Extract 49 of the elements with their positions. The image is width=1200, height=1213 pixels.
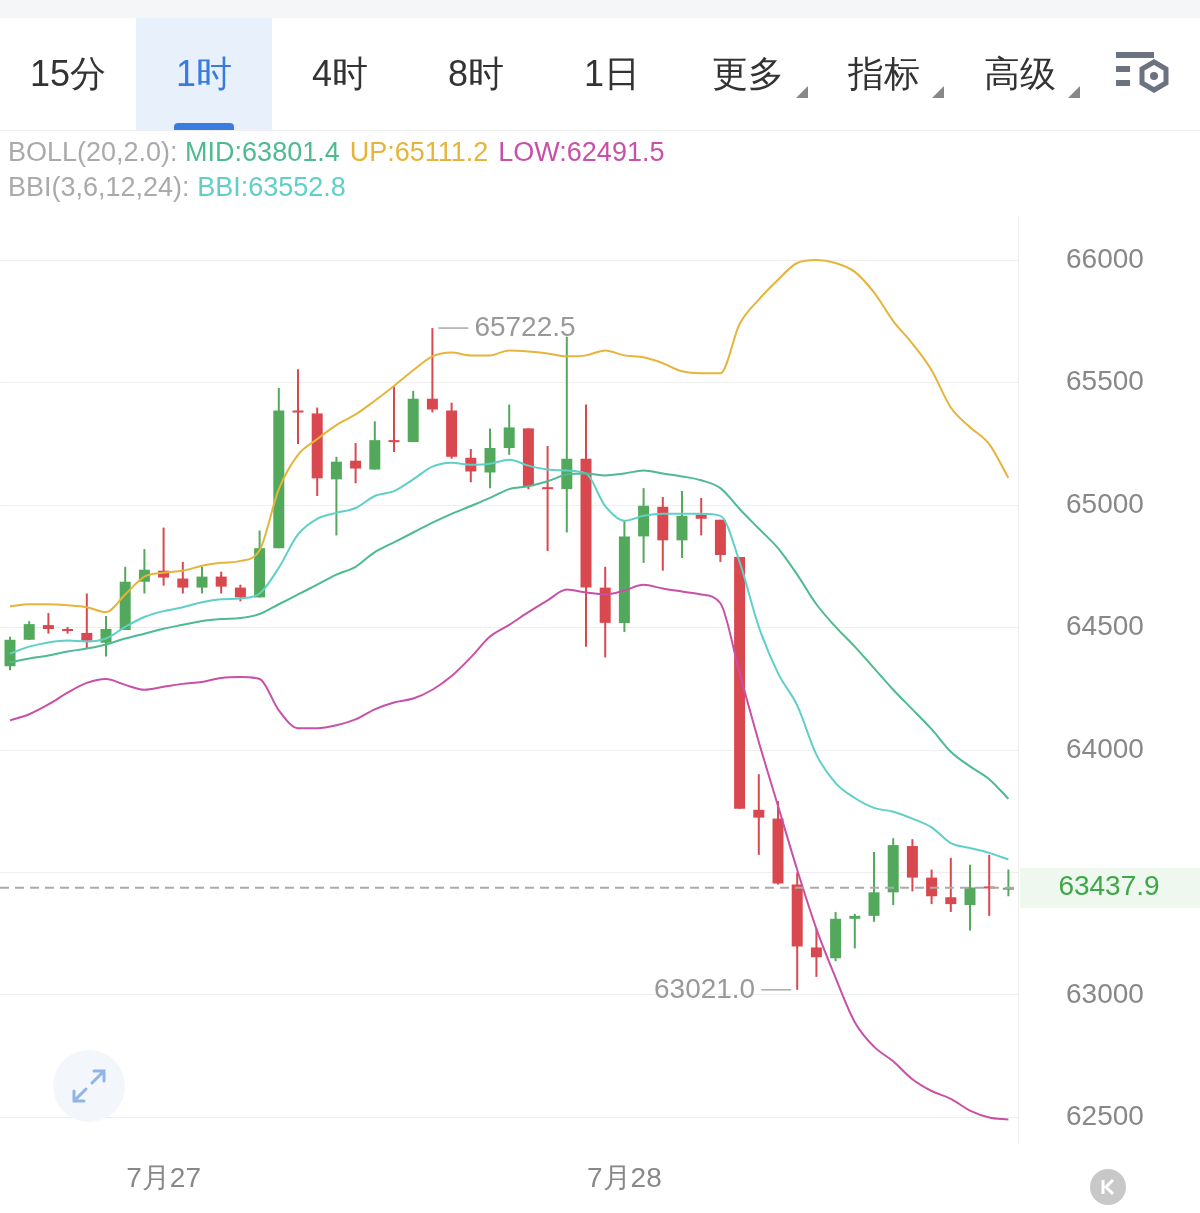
y-tick-label: 62500 <box>1066 1100 1144 1132</box>
candlestick <box>292 368 304 446</box>
text: 4时 <box>311 51 369 96</box>
text: 15分 <box>29 51 107 96</box>
x-tick-label: 7月28 <box>587 1161 662 1193</box>
candlestick <box>177 560 189 595</box>
candlestick <box>330 455 342 537</box>
candlestick <box>849 912 861 950</box>
candlestick <box>350 442 362 485</box>
candlestick <box>503 403 515 456</box>
y-tick-label: 63000 <box>1066 977 1144 1009</box>
text: 63437.9 <box>1058 870 1160 902</box>
candlestick <box>388 385 400 453</box>
candlestick <box>753 773 765 856</box>
line-series <box>9 259 1010 614</box>
y-tick-label: 65500 <box>1066 365 1144 397</box>
text: 高级 <box>984 51 1056 96</box>
candlestick <box>81 592 93 650</box>
candlestick <box>215 570 227 595</box>
x-tick-label: 7月27 <box>126 1161 201 1193</box>
candlestick <box>964 863 976 932</box>
candlestick <box>42 612 54 635</box>
candlestick <box>426 327 438 414</box>
candlestick <box>23 620 35 641</box>
candlestick <box>868 850 880 923</box>
candlestick <box>196 565 208 595</box>
candlestick <box>810 927 822 978</box>
y-tick-label: 65000 <box>1066 487 1144 519</box>
candlestick <box>945 856 957 913</box>
text: 1时 <box>175 51 233 96</box>
text: UP:65111.2 <box>349 137 489 167</box>
text: 指标 <box>848 51 920 96</box>
text: 更多 <box>712 51 784 96</box>
annotation: 63021.0 <box>653 972 756 1004</box>
text: 1日 <box>583 51 641 96</box>
text: BBI(3,6,12,24): <box>8 172 191 202</box>
text: BBI:63552.8 <box>197 172 346 202</box>
text: MID:63801.4 <box>185 137 340 167</box>
text: LOW:62491.5 <box>498 137 665 167</box>
y-tick-label: 64500 <box>1066 610 1144 642</box>
text: BOLL(20,2.0): <box>8 137 179 167</box>
candlestick <box>695 496 707 537</box>
candlestick <box>542 445 554 553</box>
y-tick-label: 66000 <box>1066 242 1144 274</box>
text: 8时 <box>447 51 505 96</box>
candlestick <box>926 868 938 906</box>
line-series <box>9 583 1010 1121</box>
annotation: 65722.5 <box>474 310 576 342</box>
y-tick-label: 64000 <box>1066 732 1144 764</box>
